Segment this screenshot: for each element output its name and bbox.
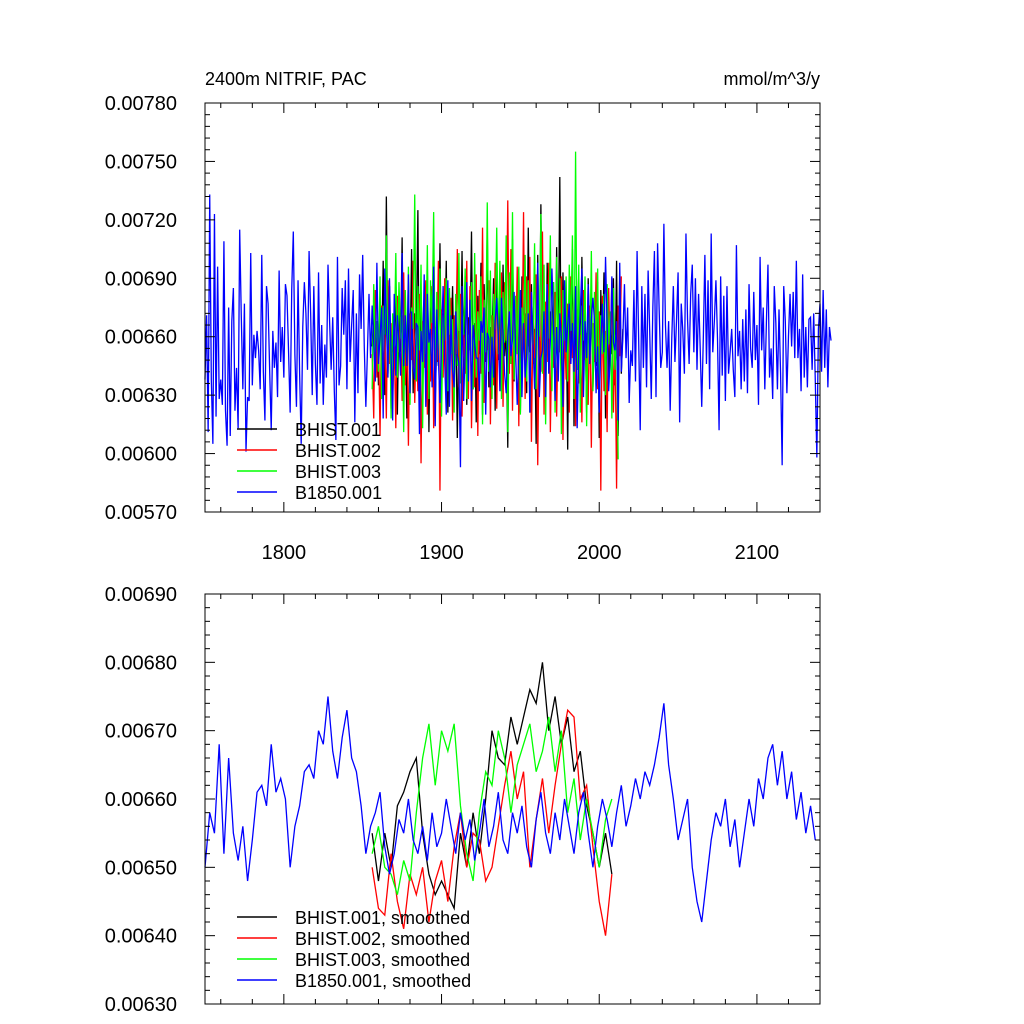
y-tick-label: 0.00670 [105,721,177,743]
bottom-panel-ticks: 0.00630 0.00640 0.00650 0.00660 0.00670 0.006… [105,584,821,1016]
top-panel-plot-frame [204,102,821,513]
legend-label: BHIST.001 [295,420,381,440]
series-line-bhist-002-smoothed [371,708,613,936]
y-tick-label: 0.00690 [105,584,177,606]
top-panel-ticks: 0.00570 0.00600 0.00630 0.00660 0.00690 0.007… [105,93,821,564]
y-tick-label: 0.00750 [105,151,177,173]
y-tick-label: 0.00570 [105,502,177,524]
bottom-panel: 0.00630 0.00640 0.00650 0.00660 0.00670 0.006… [105,584,821,1016]
y-tick-label: 0.00680 [105,652,177,674]
y-tick-label: 0.00720 [105,210,177,232]
x-tick-label: 2000 [577,542,622,564]
bottom-panel-series-lines [204,662,816,936]
legend-label: B1850.001 [295,483,382,503]
series-line-b1850-001 [204,194,832,468]
x-tick-label: 1900 [419,542,464,564]
top-panel-title: 2400m NITRIF, PAC [205,69,367,89]
y-tick-label: 0.00630 [105,994,177,1016]
y-tick-label: 0.00600 [105,444,177,466]
x-tick-label: 1800 [262,542,307,564]
legend-label: BHIST.002 [295,441,381,461]
legend-label: BHIST.003 [295,462,381,482]
legend-label: B1850.001, smoothed [295,971,471,991]
y-tick-label: 0.00690 [105,268,177,290]
y-tick-label: 0.00780 [105,93,177,115]
legend-label: BHIST.002, smoothed [295,929,470,949]
series-line-b1850-001-smoothed [204,696,816,923]
x-tick-label: 2100 [735,542,780,564]
series-line-bhist-003-smoothed [371,716,613,895]
top-panel-series-lines [204,151,832,491]
legend-label: BHIST.001, smoothed [295,908,470,928]
y-tick-label: 0.00630 [105,385,177,407]
series-line-bhist-001-smoothed [371,662,613,911]
top-panel: 2400m NITRIF, PAC mmol/m^3/y 0.005700.00… [105,69,832,564]
top-panel-units: mmol/m^3/y [724,69,820,89]
y-tick-label: 0.00640 [105,926,177,948]
legend-label: BHIST.003, smoothed [295,950,470,970]
y-tick-label: 0.00650 [105,857,177,879]
y-tick-label: 0.00660 [105,327,177,349]
y-tick-label: 0.00660 [105,789,177,811]
